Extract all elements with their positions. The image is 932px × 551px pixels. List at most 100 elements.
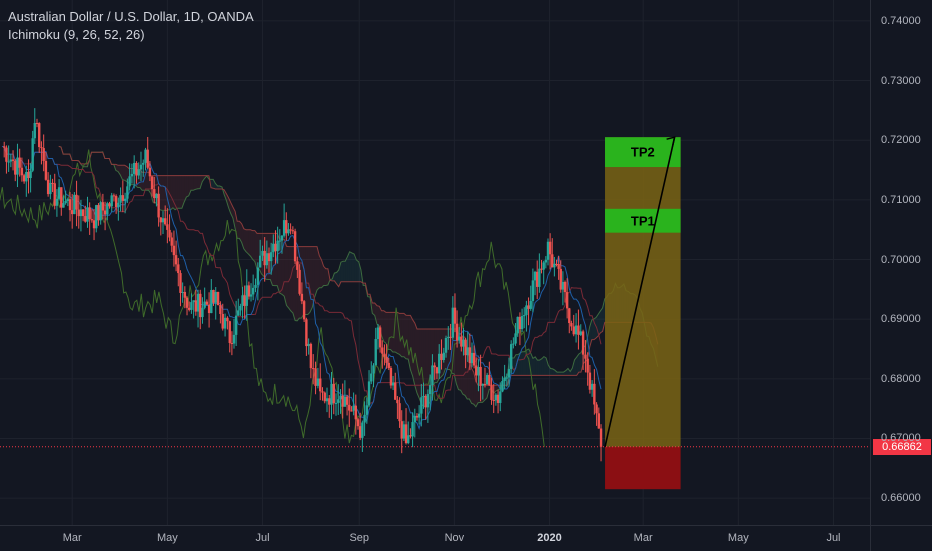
candle-body <box>119 195 121 203</box>
candle-body <box>527 305 529 308</box>
candle-body <box>23 175 25 181</box>
candle-body <box>514 333 516 343</box>
candle-body <box>140 165 142 170</box>
candle-body <box>206 302 208 305</box>
candle-body <box>573 326 575 334</box>
candle-body <box>443 353 445 360</box>
candle-body <box>355 406 357 420</box>
candle-body <box>508 369 510 378</box>
candle-body <box>324 393 326 402</box>
candle-body <box>235 316 237 335</box>
candle-body <box>350 411 352 412</box>
candle-body <box>108 203 110 206</box>
candle-body <box>217 292 219 305</box>
candle-body <box>250 294 252 296</box>
candle-body <box>12 160 14 161</box>
symbol-title[interactable]: Australian Dollar / U.S. Dollar, 1D, OAN… <box>8 8 254 26</box>
candle-body <box>246 285 248 305</box>
candle-body <box>184 292 186 298</box>
candle-body <box>600 429 602 447</box>
candle-body <box>226 318 228 321</box>
candle-body <box>47 180 49 194</box>
candle-body <box>3 146 5 147</box>
cloud-segment <box>598 311 600 336</box>
cloud-segment <box>310 247 312 313</box>
candle-body <box>403 424 405 438</box>
candle-body <box>42 148 44 161</box>
candle-body <box>173 246 175 255</box>
candle-body <box>454 308 456 324</box>
candle-body <box>239 306 241 310</box>
candle-body <box>128 176 130 186</box>
candle-body <box>212 290 214 303</box>
candle-body <box>248 285 250 296</box>
cloud-segment <box>250 230 252 259</box>
candle-body <box>575 325 577 334</box>
candle-body <box>268 253 270 261</box>
candle-body <box>521 316 523 329</box>
candle-body <box>440 354 442 360</box>
candle-body <box>276 241 278 252</box>
candle-body <box>86 207 88 221</box>
candle-body <box>449 337 451 338</box>
candle-body <box>97 205 99 220</box>
cloud-segment <box>186 176 188 197</box>
candle-body <box>229 321 231 343</box>
candle-body <box>390 368 392 386</box>
candle-body <box>186 298 188 308</box>
candle-body <box>525 305 527 315</box>
candle-body <box>106 203 108 214</box>
candle-body <box>392 383 394 386</box>
candle-body <box>31 138 33 170</box>
candle-body <box>91 219 93 220</box>
candle-body <box>452 308 454 338</box>
price-tick-label: 0.69000 <box>881 313 921 325</box>
candle-body <box>538 269 540 287</box>
price-chart[interactable] <box>0 0 870 525</box>
candle-body <box>523 315 525 316</box>
candle-body <box>490 385 492 399</box>
cloud-segment <box>147 172 149 190</box>
candle-body <box>71 210 73 214</box>
candle-body <box>80 209 82 216</box>
cloud-segment <box>391 312 393 352</box>
candle-body <box>49 183 51 194</box>
stop-loss-zone <box>605 447 681 489</box>
candle-body <box>418 414 420 418</box>
indicator-title[interactable]: Ichimoku (9, 26, 52, 26) <box>8 26 254 44</box>
price-tick-label: 0.71000 <box>881 194 921 206</box>
candle-body <box>210 290 212 313</box>
candle-body <box>199 294 201 317</box>
candle-body <box>142 163 144 165</box>
candle-body <box>40 147 42 148</box>
candle-body <box>375 339 377 365</box>
candle-body <box>366 405 368 415</box>
candle-body <box>243 295 245 306</box>
tp1-label: TP1 <box>631 213 655 228</box>
candle-body <box>405 424 407 443</box>
time-tick-label: Mar <box>63 532 82 544</box>
candle-body <box>368 381 370 405</box>
candle-body <box>27 172 29 178</box>
candle-body <box>307 344 309 346</box>
candle-body <box>69 199 71 210</box>
candle-body <box>62 203 64 208</box>
candle-body <box>414 416 416 422</box>
candle-body <box>175 255 177 264</box>
candle-body <box>219 305 221 314</box>
candle-body <box>542 262 544 269</box>
cloud-segment <box>343 261 345 282</box>
time-tick-label: May <box>157 532 178 544</box>
candle-body <box>510 344 512 369</box>
candle-body <box>29 171 31 178</box>
candle-body <box>344 397 346 407</box>
price-tick-label: 0.74000 <box>881 15 921 27</box>
candle-body <box>181 292 183 293</box>
candle-body <box>95 205 97 228</box>
long-position-tool <box>605 137 681 489</box>
candle-body <box>135 163 137 176</box>
candle-body <box>493 400 495 401</box>
